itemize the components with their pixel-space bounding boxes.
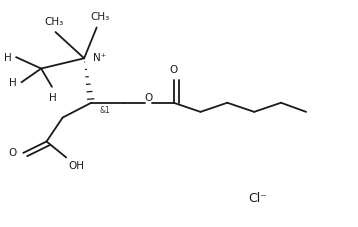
Text: OH: OH [68, 160, 84, 170]
Text: CH₃: CH₃ [44, 17, 63, 27]
Text: N⁺: N⁺ [93, 53, 106, 63]
Text: H: H [9, 78, 17, 88]
Text: CH₃: CH₃ [91, 12, 110, 22]
Text: O: O [144, 92, 153, 102]
Text: &1: &1 [99, 105, 110, 114]
Text: H: H [49, 92, 57, 102]
Text: O: O [169, 65, 178, 75]
Text: O: O [9, 147, 17, 157]
Text: Cl⁻: Cl⁻ [248, 191, 267, 204]
Text: H: H [4, 53, 12, 63]
